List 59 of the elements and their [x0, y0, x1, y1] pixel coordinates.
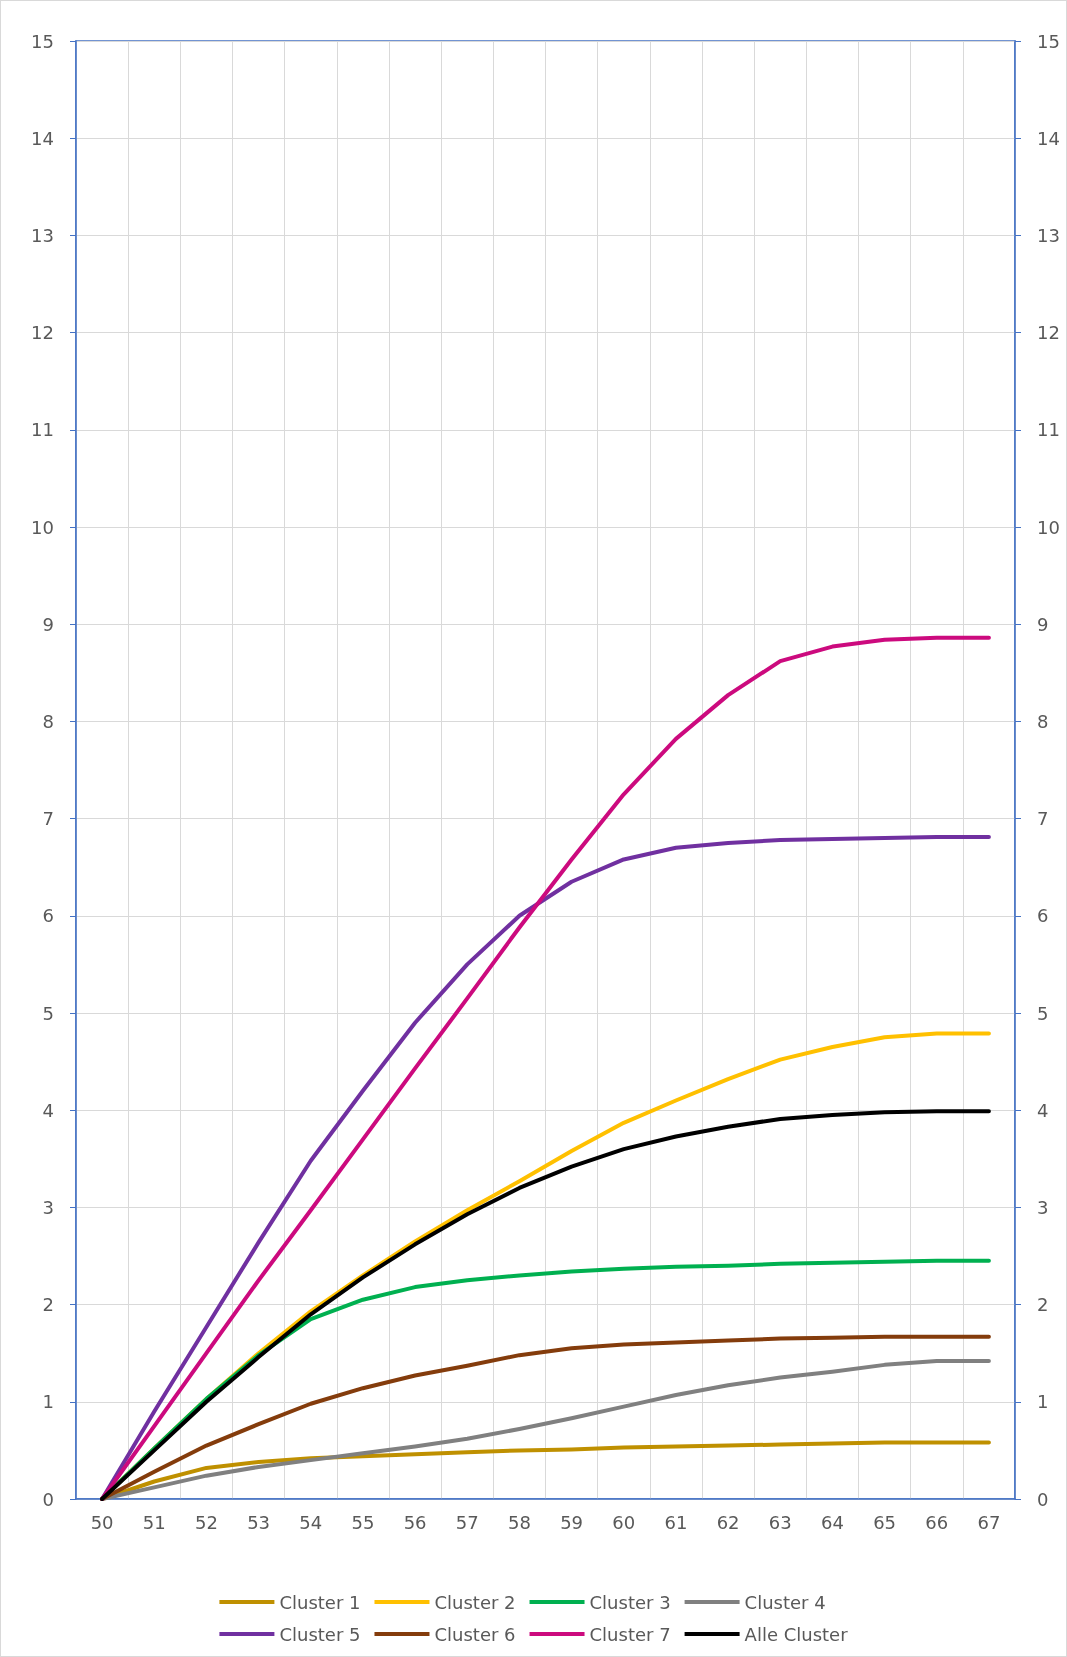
- y-tick-label: 2: [42, 1294, 54, 1316]
- x-tick-label: 52: [194, 1511, 218, 1533]
- x-tick-label: 65: [873, 1511, 897, 1533]
- y-tick-label: 14: [31, 127, 54, 149]
- y-tick-label: 6: [42, 905, 54, 927]
- y2-tick-label: 3: [1037, 1196, 1049, 1218]
- y-tick-label: 5: [42, 1002, 54, 1024]
- line-series: [100, 1109, 991, 1501]
- legend-label: Cluster 6: [434, 1623, 516, 1645]
- x-tick-label: 56: [403, 1511, 427, 1533]
- x-tick-label: 59: [560, 1511, 584, 1533]
- y-tick-label: 7: [42, 808, 54, 830]
- legend-label: Cluster 7: [589, 1623, 671, 1645]
- y-tick-label: 11: [31, 419, 54, 441]
- x-tick-label: 63: [768, 1511, 792, 1533]
- y-tick-label: 1: [42, 1391, 54, 1413]
- y2-tick-label: 8: [1037, 710, 1049, 732]
- y2-tick-label: 13: [1037, 224, 1060, 246]
- y-tick-label: 4: [42, 1099, 54, 1121]
- y2-tick-label: 6: [1037, 905, 1049, 927]
- legend-label: Cluster 4: [744, 1591, 826, 1613]
- y2-tick-label: 2: [1037, 1294, 1049, 1316]
- y2-tick-label: 5: [1037, 1002, 1049, 1024]
- y-tick-label: 13: [31, 224, 54, 246]
- y2-tick-label: 15: [1037, 30, 1060, 52]
- y2-tick-label: 12: [1037, 322, 1060, 344]
- y2-tick-label: 11: [1037, 419, 1060, 441]
- x-tick-label: 50: [90, 1511, 114, 1533]
- x-tick-label: 66: [925, 1511, 949, 1533]
- y2-tick-label: 10: [1037, 516, 1060, 538]
- x-tick-label: 54: [299, 1511, 323, 1533]
- y2-tick-label: 9: [1037, 613, 1049, 635]
- x-tick-label: 62: [716, 1511, 740, 1533]
- y-tick-label: 15: [31, 30, 54, 52]
- x-tick-label: 57: [455, 1511, 479, 1533]
- y2-tick-label: 0: [1037, 1488, 1049, 1510]
- x-tick-label: 55: [351, 1511, 375, 1533]
- x-tick-label: 51: [142, 1511, 166, 1533]
- x-tick-label: 58: [507, 1511, 531, 1533]
- x-tick-label: 60: [612, 1511, 636, 1533]
- y2-tick-label: 7: [1037, 808, 1049, 830]
- y-tick-label: 0: [42, 1488, 54, 1510]
- x-tick-label: 67: [977, 1511, 1001, 1533]
- y-tick-label: 9: [42, 613, 54, 635]
- legend-label: Alle Cluster: [744, 1623, 849, 1645]
- legend-label: Cluster 5: [279, 1623, 361, 1645]
- y-tick-label: 3: [42, 1196, 54, 1218]
- y2-tick-label: 4: [1037, 1099, 1049, 1121]
- y-tick-label: 10: [31, 516, 54, 538]
- x-tick-label: 53: [247, 1511, 271, 1533]
- x-tick-label: 61: [664, 1511, 688, 1533]
- y-tick-label: 8: [42, 710, 54, 732]
- legend-label: Cluster 3: [589, 1591, 671, 1613]
- y2-tick-label: 1: [1037, 1391, 1049, 1413]
- y-tick-label: 12: [31, 322, 54, 344]
- x-tick-label: 64: [820, 1511, 844, 1533]
- legend-label: Cluster 1: [279, 1591, 361, 1613]
- legend-label: Cluster 2: [434, 1591, 516, 1613]
- y2-tick-label: 14: [1037, 127, 1060, 149]
